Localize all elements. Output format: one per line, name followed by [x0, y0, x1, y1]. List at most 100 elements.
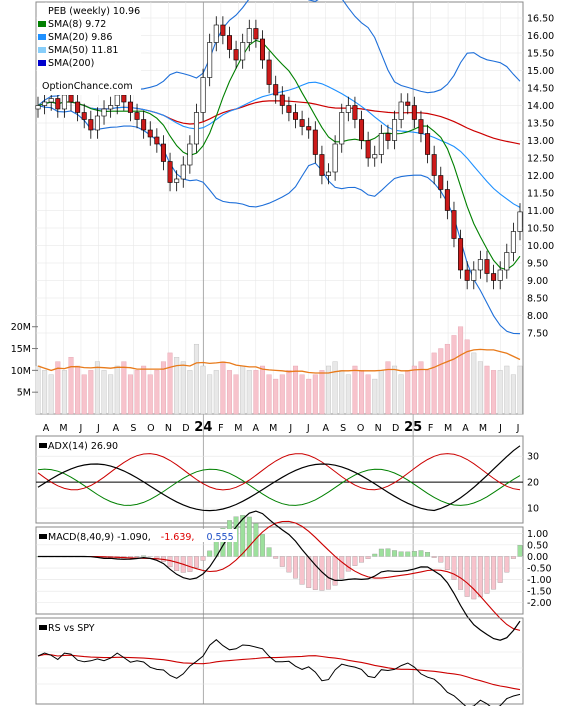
macd-hist-bar	[465, 556, 470, 596]
candle-body	[108, 106, 112, 110]
price-tick-label: 12.50	[527, 154, 554, 165]
volume-bar	[412, 366, 417, 414]
candle-body	[406, 102, 410, 106]
candle-body	[307, 127, 311, 131]
candle-body	[379, 134, 383, 155]
legend-swatch-sma50	[38, 47, 46, 53]
x-tick-label: D	[182, 423, 189, 434]
price-tick-label: 8.00	[527, 311, 548, 322]
volume-bar	[234, 375, 239, 414]
candle-body	[359, 120, 363, 141]
watermark: OptionChance.com	[42, 81, 133, 92]
macd-hist-bar	[511, 556, 516, 558]
candle-body	[399, 102, 403, 120]
legend-label-sma20: SMA(20) 9.86	[48, 32, 112, 43]
candle-body	[485, 260, 489, 274]
macd-hist-bar	[326, 556, 331, 589]
candle-body	[267, 60, 271, 85]
x-tick-label: J	[79, 423, 83, 434]
volume-bar	[214, 370, 219, 414]
rs-legend-swatch	[39, 625, 47, 630]
volume-bar	[75, 366, 80, 414]
x-tick-label: A	[253, 423, 260, 434]
candle-body	[247, 29, 251, 43]
macd-hist-bar	[188, 556, 193, 571]
macd-grid	[36, 533, 523, 602]
macd-hist-bar	[273, 556, 278, 558]
volume-bar	[399, 375, 404, 414]
volume-bar	[115, 366, 120, 414]
volume-bar	[141, 366, 146, 414]
macd-hist-bar	[300, 556, 305, 584]
legend-label-sma8: SMA(8) 9.72	[48, 19, 106, 30]
volume-bar	[240, 366, 245, 414]
volume-bar	[95, 362, 100, 414]
candle-body	[42, 102, 46, 106]
candle-body	[412, 106, 416, 120]
x-tick-label: F	[428, 423, 433, 434]
volume-bar	[518, 366, 523, 414]
macd-hist-bar	[399, 552, 404, 557]
candle-body	[491, 274, 495, 281]
volume-bar	[339, 370, 344, 414]
volume-bar	[128, 375, 133, 414]
volume-bar	[135, 370, 140, 414]
price-tick-label: 9.50	[527, 259, 548, 270]
macd-hist-bar	[141, 556, 146, 557]
candle-body	[432, 155, 436, 176]
candle-body	[148, 130, 152, 137]
bollinger-lower	[38, 106, 520, 334]
candle-body	[287, 106, 291, 113]
volume-bar	[478, 362, 483, 414]
macd-hist-bar	[445, 556, 450, 569]
candle-body	[201, 78, 205, 113]
volume-bar	[498, 370, 503, 414]
macd-hist-bar	[379, 549, 384, 556]
macd-tick-label: -2.00	[527, 598, 552, 609]
price-tick-label: 15.50	[527, 49, 554, 60]
volume-bar	[181, 362, 186, 414]
candle-body	[89, 120, 93, 131]
macd-signal-value: -1.639,	[161, 532, 195, 543]
volume-bar	[221, 362, 226, 414]
macd-hist-bar	[405, 552, 410, 557]
macd-hist-bar	[491, 556, 496, 589]
volume-bar	[36, 366, 41, 414]
legend-swatch-sma8	[38, 21, 46, 27]
macd-title: MACD(8,40,9) -1.090,-1.639,0.555	[48, 532, 234, 543]
volume-bar	[280, 375, 285, 414]
macd-hist-bar	[478, 556, 483, 597]
candle-body	[240, 43, 244, 61]
candle-body	[69, 95, 73, 102]
volume-bar	[300, 375, 305, 414]
candle-body	[56, 99, 60, 110]
macd-hist-bar	[207, 551, 212, 557]
x-tick-label: O	[147, 423, 154, 434]
macd-hist-bar	[432, 556, 437, 557]
candle-body	[340, 113, 344, 145]
rs-title: RS vs SPY	[48, 623, 95, 634]
macd-hist-bar	[339, 556, 344, 578]
price-tick-label: 11.00	[527, 206, 554, 217]
volume-bar	[82, 375, 87, 414]
x-tick-label: J	[96, 423, 100, 434]
macd-hist-bar	[194, 556, 199, 567]
volume-bar	[287, 370, 292, 414]
candle-body	[207, 43, 211, 78]
candle-body	[75, 102, 79, 113]
volume-bar	[247, 370, 252, 414]
candle-body	[445, 190, 449, 211]
x-tick-label: D	[392, 423, 399, 434]
volume-bar	[155, 370, 160, 414]
macd-hist-bar	[359, 556, 364, 562]
macd-hist-bar	[498, 556, 503, 582]
volume-bar	[432, 353, 437, 414]
x-tick-label: M	[269, 423, 277, 434]
candle-body	[293, 113, 297, 120]
volume-bar	[346, 375, 351, 414]
volume-bar	[333, 362, 338, 414]
price-tick-label: 10.50	[527, 224, 554, 235]
candle-body	[472, 270, 476, 281]
price-tick-label: 12.00	[527, 171, 554, 182]
